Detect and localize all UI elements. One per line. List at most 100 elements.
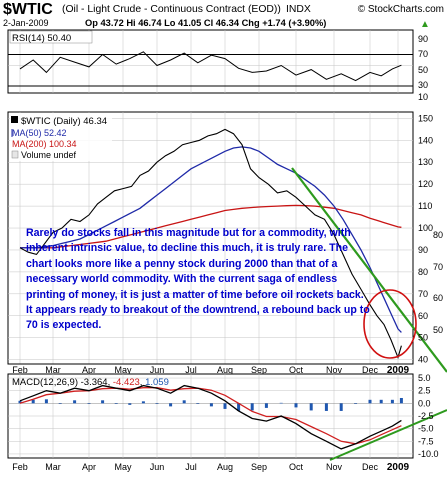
macd-signal-line xyxy=(19,387,402,445)
month-label: 2009 xyxy=(387,462,410,473)
month-label: Sep xyxy=(251,365,267,375)
macd-histogram-bar xyxy=(354,403,358,404)
price-tick-left: 80 xyxy=(433,230,443,240)
macd-histogram-bar xyxy=(141,401,145,404)
month-label: Feb xyxy=(12,365,28,375)
macd-tick-label: 2.5 xyxy=(418,386,431,396)
price-tick-label: 40 xyxy=(418,355,428,365)
ma50-line xyxy=(20,146,402,333)
rsi-legend-box xyxy=(9,30,93,44)
macd-histogram-bar xyxy=(31,399,35,404)
macd-legend: MACD(12,26,9) -3.364, -4.423, 1.059 xyxy=(12,377,169,388)
month-label: Aug xyxy=(217,365,233,375)
month-label: Dec xyxy=(362,462,379,472)
macd-histogram-bar xyxy=(324,403,328,411)
quote-date: 2-Jan-2009 xyxy=(3,18,49,28)
macd-histogram-bar xyxy=(379,399,383,404)
macd-histogram-bar xyxy=(196,403,200,404)
rsi-tick-label: 90 xyxy=(418,34,428,44)
macd-histogram-bar xyxy=(114,403,118,404)
macd-histogram-bar xyxy=(237,403,241,411)
month-label: Dec xyxy=(362,365,379,375)
month-label: Apr xyxy=(82,462,96,472)
macd-histogram-bar xyxy=(73,400,77,404)
price-tick-label: 110 xyxy=(418,201,432,211)
macd-histogram-bar xyxy=(155,403,159,404)
macd-histogram-bar xyxy=(44,399,48,404)
macd-histogram-bar xyxy=(209,403,213,407)
rsi-tick-label: 50 xyxy=(418,65,428,75)
month-label: Mar xyxy=(45,462,61,472)
watermark: © StockCharts.com xyxy=(358,4,444,15)
macd-legend-signal: -4.423 xyxy=(113,377,140,388)
month-label: Jul xyxy=(185,365,197,375)
macd-tick-label: -2.5 xyxy=(418,411,434,421)
month-label: Nov xyxy=(326,365,343,375)
month-label: May xyxy=(114,365,132,375)
symbol-description: (Oil - Light Crude - Continuous Contract… xyxy=(62,4,281,15)
month-label: Jun xyxy=(150,462,165,472)
month-label: Mar xyxy=(45,365,61,375)
rsi-tick-label: 70 xyxy=(418,49,428,59)
macd-histogram-bar xyxy=(169,403,173,407)
macd-line xyxy=(19,384,402,450)
price-tick-left: 60 xyxy=(433,293,443,303)
macd-histogram-bar xyxy=(339,403,343,411)
month-label: Apr xyxy=(82,365,96,375)
month-label: Aug xyxy=(217,462,233,472)
rsi-tick-label: 10 xyxy=(418,92,428,102)
exchange-label: INDX xyxy=(286,4,311,15)
macd-histogram-bar xyxy=(18,400,22,404)
price-bars-line xyxy=(19,128,402,360)
macd-histogram-bar xyxy=(128,403,132,405)
month-label: Oct xyxy=(289,365,304,375)
price-tick-label: 150 xyxy=(418,113,433,123)
month-label: Feb xyxy=(12,462,28,472)
macd-histogram-bar xyxy=(223,403,227,409)
price-tick-label: 90 xyxy=(418,245,428,255)
annotation-text: Rarely do stocks fall in this magnitude … xyxy=(26,227,370,332)
macd-histogram-bar xyxy=(309,403,313,411)
quote-values: Op 43.72 Hi 46.74 Lo 41.05 Cl 46.34 Chg … xyxy=(85,18,326,28)
month-label: Sep xyxy=(251,462,267,472)
macd-tick-label: -10.0 xyxy=(418,449,439,459)
macd-legend-sep: , xyxy=(140,377,145,388)
ma200-line xyxy=(20,204,402,249)
price-tick-left: 70 xyxy=(433,262,443,272)
price-tick-label: 80 xyxy=(418,267,428,277)
macd-histogram-bar xyxy=(264,403,268,408)
month-label: 2009 xyxy=(387,365,410,376)
volume-legend: Volume undef xyxy=(21,150,77,160)
rsi-legend: RSI(14) 50.40 xyxy=(12,33,71,44)
macd-tick-label: -7.5 xyxy=(418,436,434,446)
up-arrow-icon: ▲ xyxy=(420,19,430,30)
price-legend-box xyxy=(10,113,112,161)
macd-histogram-bar xyxy=(87,403,91,404)
breakout-circle xyxy=(363,289,417,359)
macd-histogram-bar xyxy=(250,403,254,411)
macd-legend-hist: 1.059 xyxy=(145,377,169,388)
macd-uptrend-line xyxy=(329,409,447,461)
price-tick-left: 50 xyxy=(433,325,443,335)
price-tick-label: 60 xyxy=(418,311,428,321)
macd-legend-prefix: MACD(12,26,9) -3.364, xyxy=(12,377,113,388)
macd-histogram-bar xyxy=(279,402,283,404)
macd-tick-label: -5.0 xyxy=(418,424,434,434)
macd-histogram-bar xyxy=(368,399,372,404)
month-label: May xyxy=(114,462,132,472)
macd-histogram-bar xyxy=(390,399,394,404)
month-label: Jul xyxy=(185,462,197,472)
price-legend-marker xyxy=(11,116,18,123)
month-label: Jun xyxy=(150,365,165,375)
price-tick-label: 50 xyxy=(418,333,428,343)
symbol-title: $WTIC xyxy=(3,1,53,18)
rsi-series-line xyxy=(19,51,402,82)
price-tick-label: 100 xyxy=(418,223,433,233)
macd-histogram-bar xyxy=(101,400,105,404)
month-label: Nov xyxy=(326,462,343,472)
price-tick-label: 70 xyxy=(418,289,428,299)
price-tick-label: 130 xyxy=(418,157,433,167)
macd-tick-label: 5.0 xyxy=(418,373,431,383)
macd-histogram-bar xyxy=(399,397,403,404)
